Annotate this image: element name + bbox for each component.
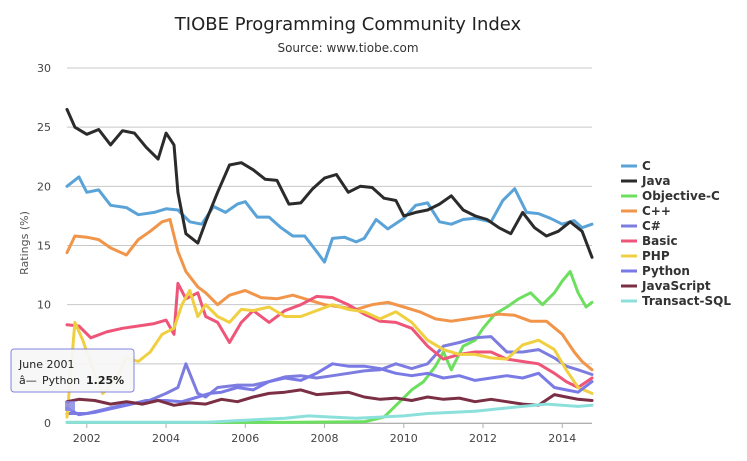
chart-subtitle: Source: www.tiobe.com	[277, 41, 418, 55]
legend-item-basic[interactable]: Basic	[621, 234, 678, 248]
legend-label[interactable]: PHP	[642, 249, 670, 263]
x-tick-label: 2008	[311, 432, 339, 445]
y-tick-label: 25	[37, 121, 51, 134]
legend[interactable]: CJavaObjective-CC++C#BasicPHPPythonJavaS…	[621, 159, 731, 308]
x-tick-label: 2004	[152, 432, 180, 445]
tooltip-series-name: Python	[42, 374, 80, 387]
legend-item-objective-c[interactable]: Objective-C	[621, 189, 720, 203]
legend-item-c-[interactable]: C#	[621, 219, 661, 233]
x-tick-label: 2002	[73, 432, 101, 445]
legend-label[interactable]: C	[642, 159, 651, 173]
series-line-transact-sql	[65, 402, 594, 424]
chart-title: TIOBE Programming Community Index	[174, 14, 522, 35]
tooltip-box	[10, 348, 135, 393]
series-line-c-	[65, 218, 594, 372]
y-tick-label: 15	[37, 240, 51, 253]
series-lines	[65, 107, 594, 424]
y-tick-label: 30	[37, 62, 51, 75]
y-tick-label: 0	[44, 417, 51, 430]
legend-label[interactable]: Python	[642, 264, 690, 278]
series-line-php	[65, 289, 594, 419]
legend-item-php[interactable]: PHP	[621, 249, 670, 263]
legend-label[interactable]: C#	[642, 219, 661, 233]
series-line-objective-c	[65, 270, 594, 424]
tooltip-series-glyph: â—	[19, 374, 37, 387]
legend-label[interactable]: JavaScript	[641, 279, 711, 293]
series-line-javascript	[65, 388, 594, 407]
x-tick-label: 2014	[548, 432, 576, 445]
legend-label[interactable]: Objective-C	[642, 189, 720, 203]
series-line-c	[65, 175, 594, 264]
legend-label[interactable]: Basic	[642, 234, 678, 248]
legend-item-transact-sql[interactable]: Transact-SQL	[621, 294, 731, 308]
y-axis-title: Ratings (%)	[18, 211, 31, 275]
legend-label[interactable]: Java	[641, 174, 670, 188]
tooltip-date: June 2001	[18, 358, 74, 371]
series-line-c-	[65, 335, 594, 415]
x-tick-label: 2012	[469, 432, 497, 445]
x-tick-label: 2010	[390, 432, 418, 445]
x-tick-label: 2006	[231, 432, 259, 445]
y-tick-label: 10	[37, 299, 51, 312]
y-axis-ticks: 051015202530	[37, 62, 51, 430]
series-line-java	[65, 107, 594, 259]
tooltip-value: 1.25%	[86, 374, 124, 387]
series-line-basic	[65, 281, 594, 389]
legend-label[interactable]: C++	[642, 204, 671, 218]
x-axis-ticks: 2002 2004 2006 2008 2010 2012 2014	[67, 423, 592, 445]
legend-item-python[interactable]: Python	[621, 264, 690, 278]
tooltip: June 2001 â— Python 1.25%	[10, 348, 135, 393]
legend-label[interactable]: Transact-SQL	[642, 294, 731, 308]
legend-item-java[interactable]: Java	[621, 174, 670, 188]
legend-item-c[interactable]: C	[621, 159, 651, 173]
hover-point-marker	[65, 401, 75, 411]
legend-item-javascript[interactable]: JavaScript	[621, 279, 711, 293]
legend-item-c-[interactable]: C++	[621, 204, 671, 218]
y-tick-label: 20	[37, 180, 51, 193]
